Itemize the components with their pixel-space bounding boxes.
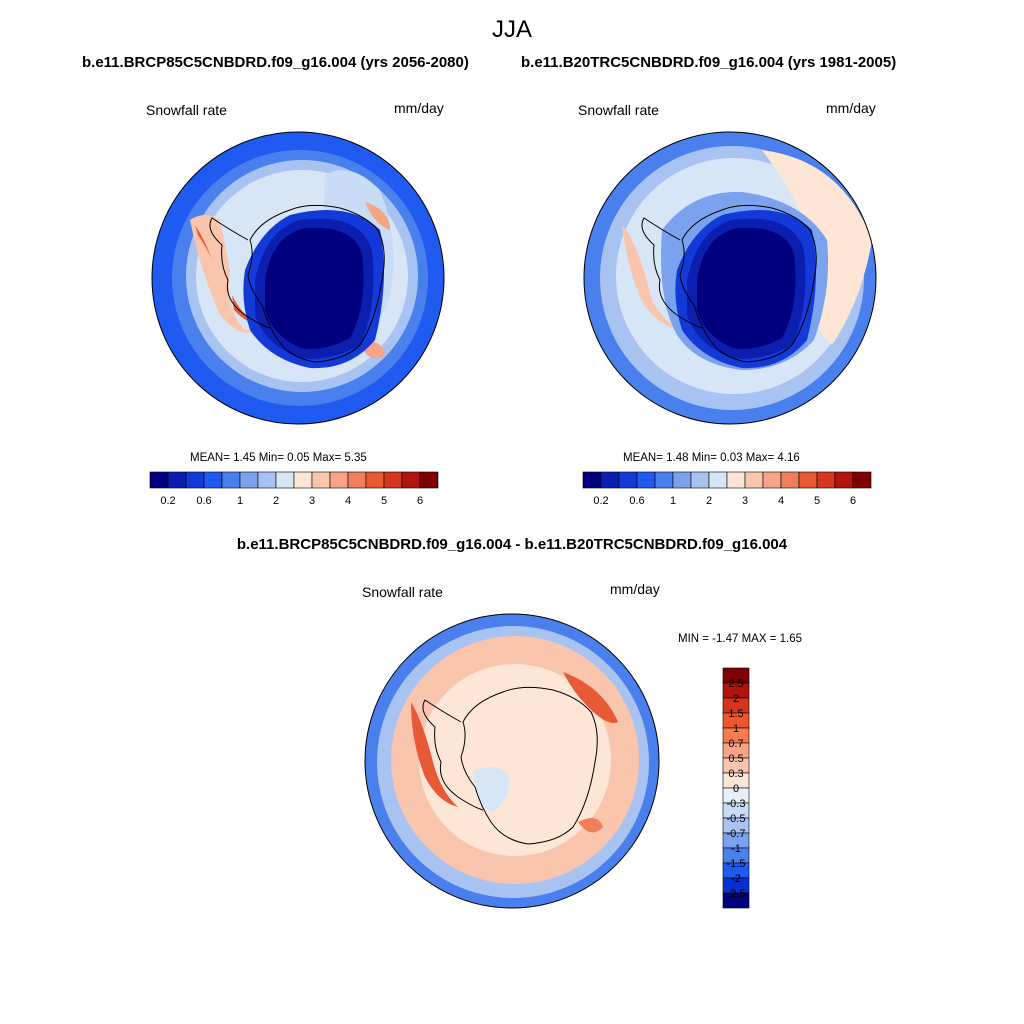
future-colorbar-swatch xyxy=(185,471,205,489)
historical-units-label: mm/day xyxy=(826,100,876,116)
difference-colorbar-swatches xyxy=(722,667,750,909)
historical-colorbar-swatch xyxy=(636,471,656,489)
future-colorbar-tick-label: 3 xyxy=(309,495,315,507)
future-colorbar-swatch xyxy=(239,471,259,489)
historical-colorbar-swatch xyxy=(798,471,818,489)
historical-colorbar-tick-label: 5 xyxy=(814,495,820,507)
future-colorbar-tick-label: 4 xyxy=(345,495,351,507)
future-colorbar-ticks: 0.2 0.6 1 2 3 4 5 6 xyxy=(160,495,423,507)
historical-colorbar-swatch xyxy=(816,471,836,489)
difference-colorbar-ticks: 2.5 2 1.5 1 0.7 0.5 0.3 0 -0.3 -0.5 -0.7 -1 -1.5 -2 -2… xyxy=(727,678,746,900)
historical-colorbar-swatch xyxy=(600,471,620,489)
future-stats: MEAN= 1.45 Min= 0.05 Max= 5.35 xyxy=(190,452,367,464)
historical-colorbar-swatch xyxy=(744,471,764,489)
historical-colorbar: 0.2 0.6 1 2 3 4 5 6 xyxy=(582,471,872,507)
right-case-title: b.e11.B20TRC5CNBDRD.f09_g16.004 (yrs 198… xyxy=(521,54,897,71)
difference-colorbar-swatch xyxy=(722,892,750,909)
historical-colorbar-swatch xyxy=(582,471,602,489)
difference-colorbar-tick-label: -1.5 xyxy=(727,858,746,870)
future-colorbar-tick-label: 5 xyxy=(381,495,387,507)
historical-colorbar-swatch xyxy=(708,471,728,489)
historical-colorbar-swatch xyxy=(834,471,854,489)
future-colorbar-swatch xyxy=(293,471,313,489)
difference-title: b.e11.BRCP85C5CNBDRD.f09_g16.004 - b.e11… xyxy=(236,536,788,553)
historical-colorbar-ticks: 0.2 0.6 1 2 3 4 5 6 xyxy=(593,495,856,507)
future-colorbar-tick-label: 1 xyxy=(237,495,243,507)
difference-colorbar-tick-label: -2.5 xyxy=(727,888,746,900)
difference-stats: MIN = -1.47 MAX = 1.65 xyxy=(678,633,803,645)
historical-colorbar-tick-label: 4 xyxy=(778,495,784,507)
future-colorbar-swatch xyxy=(167,471,187,489)
future-variable-label: Snowfall rate xyxy=(146,102,227,118)
historical-colorbar-swatch xyxy=(654,471,674,489)
difference-colorbar-tick-label: 1 xyxy=(733,723,739,735)
future-colorbar: 0.2 0.6 1 2 3 4 5 6 xyxy=(149,471,439,507)
historical-snowfall-map xyxy=(583,131,877,425)
historical-colorbar-swatch xyxy=(852,471,872,489)
difference-units-label: mm/day xyxy=(610,581,660,597)
difference-colorbar-tick-label: -1 xyxy=(731,843,741,855)
future-colorbar-swatch xyxy=(347,471,367,489)
difference-colorbar-tick-label: 0.3 xyxy=(728,768,743,780)
future-colorbar-tick-label: 0.2 xyxy=(160,495,175,507)
difference-colorbar-tick-label: 2 xyxy=(733,693,739,705)
historical-stats: MEAN= 1.48 Min= 0.03 Max= 4.16 xyxy=(623,452,800,464)
future-colorbar-swatch xyxy=(365,471,385,489)
future-colorbar-tick-label: 0.6 xyxy=(196,495,211,507)
future-units-label: mm/day xyxy=(394,100,444,116)
future-colorbar-swatch xyxy=(311,471,331,489)
future-snowfall-map xyxy=(151,131,445,425)
future-colorbar-swatch xyxy=(203,471,223,489)
historical-colorbar-tick-label: 0.2 xyxy=(593,495,608,507)
future-colorbar-swatch xyxy=(149,471,169,489)
difference-colorbar-tick-label: -0.3 xyxy=(727,798,746,810)
historical-colorbar-swatch xyxy=(726,471,746,489)
historical-colorbar-swatches xyxy=(582,471,872,489)
future-colorbar-swatch xyxy=(329,471,349,489)
future-colorbar-swatch xyxy=(401,471,421,489)
difference-colorbar-tick-label: 0.5 xyxy=(728,753,743,765)
historical-variable-label: Snowfall rate xyxy=(578,102,659,118)
difference-snowfall-map xyxy=(364,613,660,909)
historical-colorbar-tick-label: 0.6 xyxy=(629,495,644,507)
difference-colorbar-tick-label: -0.5 xyxy=(727,813,746,825)
future-colorbar-swatch xyxy=(221,471,241,489)
difference-colorbar-tick-label: 0.7 xyxy=(728,738,743,750)
historical-colorbar-tick-label: 3 xyxy=(742,495,748,507)
left-case-title: b.e11.BRCP85C5CNBDRD.f09_g16.004 (yrs 20… xyxy=(82,54,469,71)
future-colorbar-swatch xyxy=(275,471,295,489)
historical-colorbar-swatch xyxy=(690,471,710,489)
figure-title: JJA xyxy=(491,16,532,43)
difference-colorbar: 2.5 2 1.5 1 0.7 0.5 0.3 0 -0.3 -0.5 -0.7 -1 -1.5 -2 -2… xyxy=(722,667,750,909)
future-colorbar-tick-label: 2 xyxy=(273,495,279,507)
historical-colorbar-tick-label: 6 xyxy=(850,495,856,507)
difference-colorbar-tick-label: 1.5 xyxy=(728,708,743,720)
historical-colorbar-tick-label: 1 xyxy=(670,495,676,507)
historical-colorbar-swatch xyxy=(762,471,782,489)
difference-variable-label: Snowfall rate xyxy=(362,584,443,600)
difference-colorbar-tick-label: -0.7 xyxy=(727,828,746,840)
historical-colorbar-swatch xyxy=(672,471,692,489)
future-colorbar-swatches xyxy=(149,471,439,489)
difference-colorbar-tick-label: 0 xyxy=(733,783,739,795)
historical-colorbar-tick-label: 2 xyxy=(706,495,712,507)
future-colorbar-swatch xyxy=(419,471,439,489)
difference-colorbar-tick-label: -2 xyxy=(731,873,741,885)
difference-colorbar-tick-label: 2.5 xyxy=(728,678,743,690)
future-colorbar-swatch xyxy=(257,471,277,489)
future-colorbar-swatch xyxy=(383,471,403,489)
historical-colorbar-swatch xyxy=(618,471,638,489)
future-colorbar-tick-label: 6 xyxy=(417,495,423,507)
historical-colorbar-swatch xyxy=(780,471,800,489)
